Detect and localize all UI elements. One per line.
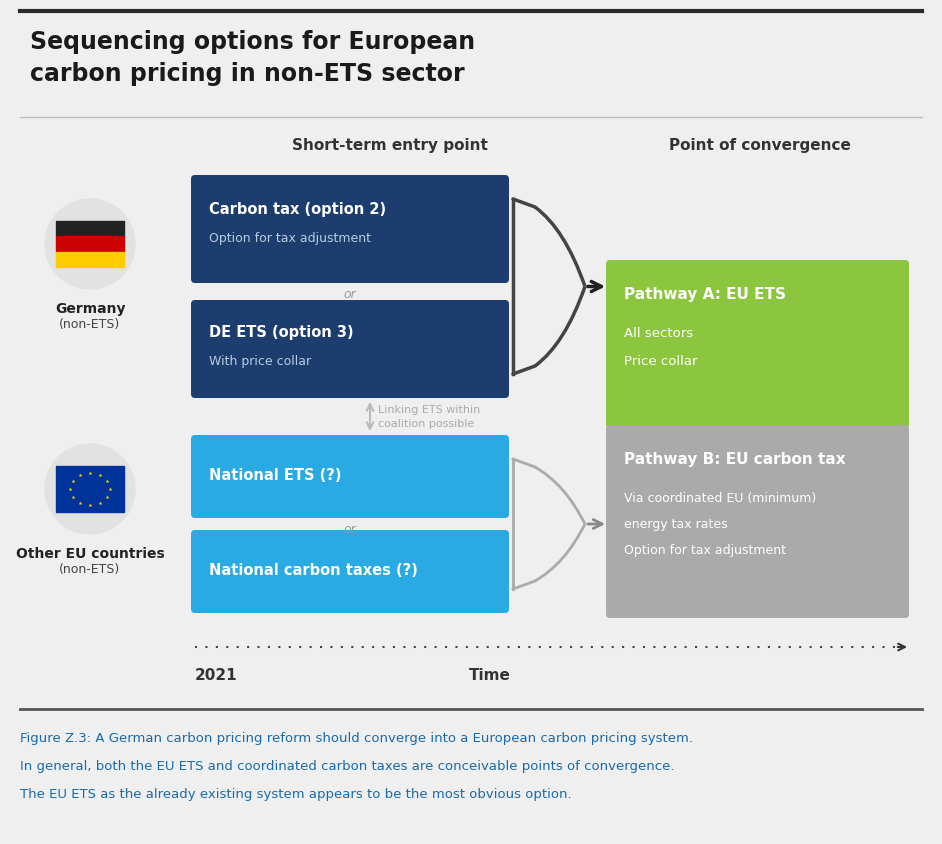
- Text: National ETS (?): National ETS (?): [209, 468, 342, 483]
- FancyBboxPatch shape: [191, 176, 509, 284]
- Text: Linking ETS within
coalition possible: Linking ETS within coalition possible: [378, 405, 480, 429]
- Text: National carbon taxes (?): National carbon taxes (?): [209, 562, 418, 577]
- Text: In general, both the EU ETS and coordinated carbon taxes are conceivable points : In general, both the EU ETS and coordina…: [20, 759, 674, 772]
- Text: Figure Z.3: A German carbon pricing reform should converge into a European carbo: Figure Z.3: A German carbon pricing refo…: [20, 731, 693, 744]
- Text: Germany: Germany: [55, 301, 125, 316]
- Text: Short-term entry point: Short-term entry point: [292, 138, 488, 153]
- Bar: [56, 222, 124, 237]
- Text: The EU ETS as the already existing system appears to be the most obvious option.: The EU ETS as the already existing syste…: [20, 787, 572, 800]
- Text: Option for tax adjustment: Option for tax adjustment: [209, 232, 371, 245]
- FancyBboxPatch shape: [191, 436, 509, 518]
- Text: Pathway B: EU carbon tax: Pathway B: EU carbon tax: [624, 452, 846, 467]
- Text: or: or: [344, 288, 356, 300]
- Text: 2021: 2021: [195, 668, 237, 682]
- FancyBboxPatch shape: [606, 425, 909, 619]
- Text: Other EU countries: Other EU countries: [16, 546, 164, 560]
- Bar: [56, 237, 124, 252]
- Circle shape: [45, 445, 135, 534]
- Text: (non-ETS): (non-ETS): [59, 317, 121, 331]
- Text: With price collar: With price collar: [209, 354, 311, 368]
- Text: Carbon tax (option 2): Carbon tax (option 2): [209, 202, 386, 217]
- Text: or: or: [344, 522, 356, 535]
- Text: Time: Time: [469, 668, 511, 682]
- Text: DE ETS (option 3): DE ETS (option 3): [209, 325, 353, 339]
- Text: carbon pricing in non-ETS sector: carbon pricing in non-ETS sector: [30, 62, 464, 86]
- Text: energy tax rates: energy tax rates: [624, 517, 727, 530]
- FancyBboxPatch shape: [191, 300, 509, 398]
- FancyBboxPatch shape: [191, 530, 509, 614]
- FancyBboxPatch shape: [606, 261, 909, 429]
- Text: (non-ETS): (non-ETS): [59, 562, 121, 576]
- Bar: [56, 252, 124, 268]
- Text: Price collar: Price collar: [624, 354, 697, 368]
- Text: Sequencing options for European: Sequencing options for European: [30, 30, 475, 54]
- Text: All sectors: All sectors: [624, 327, 693, 339]
- Text: Pathway A: EU ETS: Pathway A: EU ETS: [624, 287, 786, 301]
- Bar: [56, 467, 124, 512]
- Text: Via coordinated EU (minimum): Via coordinated EU (minimum): [624, 491, 817, 505]
- Text: Option for tax adjustment: Option for tax adjustment: [624, 544, 786, 556]
- Circle shape: [45, 200, 135, 289]
- Text: Point of convergence: Point of convergence: [669, 138, 851, 153]
